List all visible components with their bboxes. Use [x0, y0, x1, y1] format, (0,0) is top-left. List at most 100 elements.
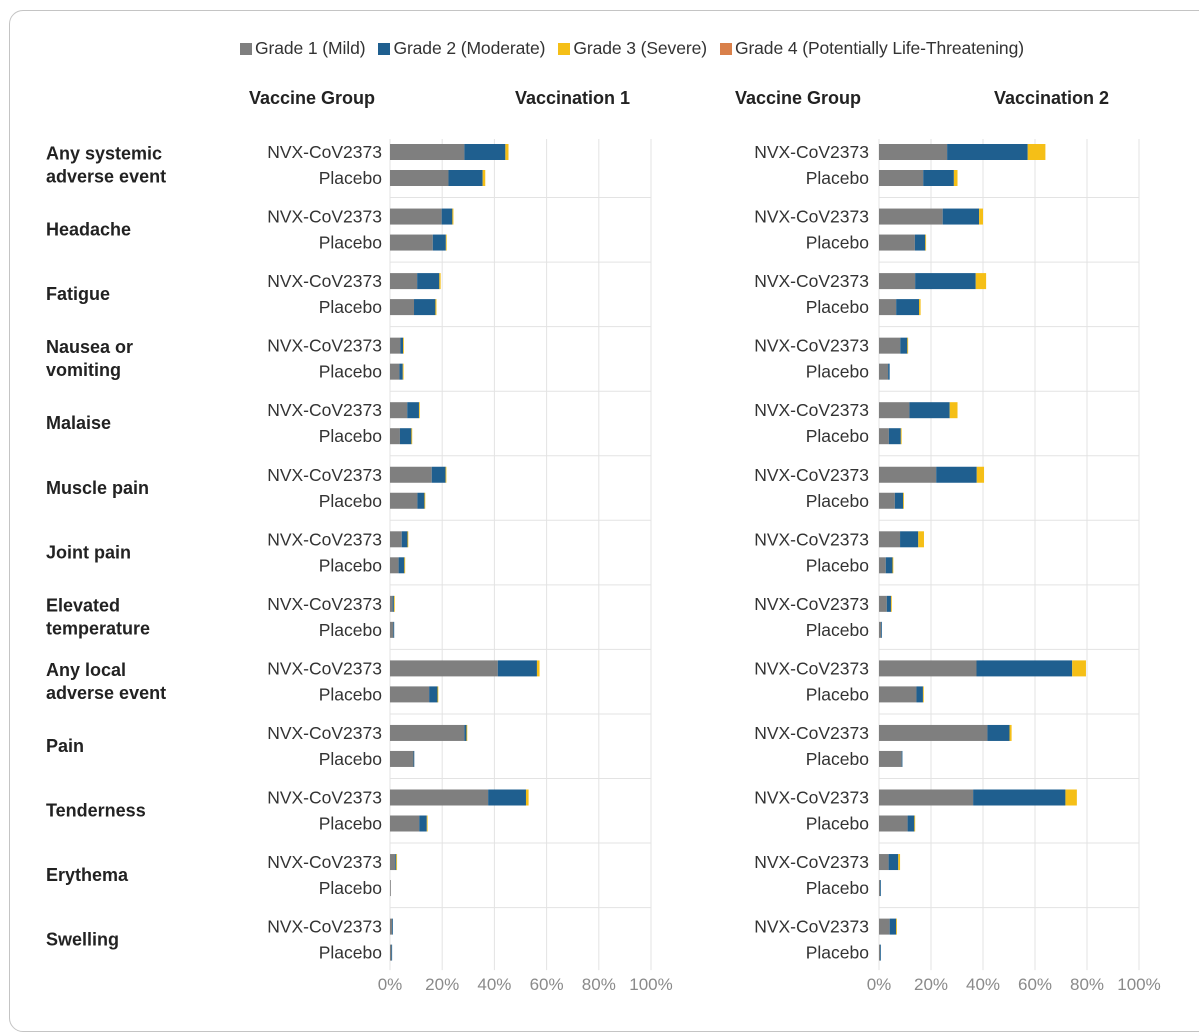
category-label: Muscle pain [46, 478, 149, 498]
group-label: NVX-CoV2373 [267, 336, 382, 356]
bar-segment [942, 208, 980, 225]
bar-segment [390, 234, 433, 251]
bar-segment [464, 144, 506, 160]
bar-segment [419, 815, 427, 832]
bar-segment [936, 466, 977, 483]
category-label: adverse event [46, 167, 166, 187]
group-label: NVX-CoV2373 [754, 594, 869, 614]
bar-segment [973, 789, 1066, 806]
bar-segment [424, 492, 426, 509]
x-tick-label: 0% [867, 975, 892, 994]
bar-segment [437, 686, 439, 703]
category-label: Nausea or [46, 337, 133, 357]
bar-segment [879, 428, 889, 445]
bar-segment [879, 724, 988, 741]
x-tick-label: 40% [966, 975, 1000, 994]
bar-segment [879, 531, 901, 548]
bar-segment [390, 595, 393, 612]
bar-segment [395, 854, 397, 871]
bar-segment [390, 170, 449, 186]
bar-segment [390, 337, 401, 354]
bar-segment [525, 789, 529, 806]
bar-segment [399, 363, 403, 380]
group-label: Placebo [806, 814, 869, 834]
bar-segment [987, 724, 1010, 741]
bar-segment [390, 686, 430, 703]
bar-segment [953, 170, 958, 186]
legend-swatch-grade4 [719, 42, 732, 55]
group-column-header-1: Vaccine Group [249, 88, 376, 108]
bar-segment [390, 144, 465, 160]
bar-segment [888, 854, 899, 871]
group-label: NVX-CoV2373 [267, 529, 382, 549]
bar-segment [441, 208, 453, 225]
bar-segment [431, 466, 446, 483]
group-label: Placebo [319, 168, 382, 188]
bar-segment [888, 428, 901, 445]
group-label: NVX-CoV2373 [754, 723, 869, 743]
bar-segment [898, 854, 901, 871]
legend-swatch-grade1 [240, 42, 252, 55]
group-label: NVX-CoV2373 [267, 400, 382, 420]
category-label: Pain [46, 736, 84, 756]
bar-segment [404, 557, 406, 574]
x-tick-label: 20% [425, 975, 459, 994]
bar-segment [390, 466, 432, 483]
bar-segment [448, 170, 483, 186]
bar-segment [466, 724, 468, 741]
group-label: NVX-CoV2373 [267, 142, 382, 162]
group-label: Placebo [806, 491, 869, 511]
group-label: Placebo [319, 491, 382, 511]
bar-segment [879, 660, 977, 677]
bar-segment [916, 686, 923, 703]
category-label: Erythema [46, 865, 129, 885]
panel-title-vaccination-1: Vaccination 1 [515, 88, 631, 108]
bar-segment [896, 299, 920, 316]
legend-item-grade4: Grade 4 (Potentially Life-Threatening) [719, 38, 1024, 59]
bar-segment [1009, 724, 1012, 741]
bar-segment [432, 234, 446, 251]
group-label: NVX-CoV2373 [754, 852, 869, 872]
legend-label-grade4: Grade 4 (Potentially Life-Threatening) [734, 38, 1024, 58]
bar-segment [879, 750, 902, 767]
x-tick-label: 20% [914, 975, 948, 994]
bar-segment [390, 428, 400, 445]
bar-segment [390, 944, 392, 961]
group-label: Placebo [806, 168, 869, 188]
group-label: Placebo [806, 297, 869, 317]
bar-segment [886, 595, 891, 612]
group-label: NVX-CoV2373 [754, 788, 869, 808]
bar-segment [407, 531, 409, 548]
group-label: NVX-CoV2373 [267, 465, 382, 485]
group-label: NVX-CoV2373 [754, 271, 869, 291]
group-label: Placebo [319, 684, 382, 704]
bar-segment [879, 208, 943, 225]
bar-segment [390, 363, 400, 380]
x-tick-label: 100% [1117, 975, 1160, 994]
bar-segment [879, 918, 890, 935]
group-label: NVX-CoV2373 [267, 852, 382, 872]
bar-segment [879, 337, 901, 354]
legend-item-grade1: Grade 1 (Mild) [240, 38, 366, 59]
group-label: Placebo [319, 297, 382, 317]
legend: Grade 1 (Mild) Grade 2 (Moderate) Grade … [240, 38, 1037, 59]
group-label: NVX-CoV2373 [754, 336, 869, 356]
category-label: adverse event [46, 683, 166, 703]
group-label: NVX-CoV2373 [754, 465, 869, 485]
bar-segment [390, 815, 420, 832]
bar-segment [915, 273, 976, 290]
bar-segment [879, 273, 916, 290]
bar-segment [400, 337, 404, 354]
bar-segment [879, 363, 889, 380]
group-label: NVX-CoV2373 [754, 658, 869, 678]
group-label: Placebo [806, 878, 869, 898]
bar-segment [390, 724, 465, 741]
bar-segment [889, 918, 897, 935]
bar-segment [414, 299, 436, 316]
group-label: NVX-CoV2373 [754, 917, 869, 937]
bar-segment [439, 273, 441, 290]
bar-segment [390, 208, 442, 225]
bar-segment [505, 144, 509, 160]
bar-segment [396, 854, 398, 871]
group-label: NVX-CoV2373 [754, 529, 869, 549]
